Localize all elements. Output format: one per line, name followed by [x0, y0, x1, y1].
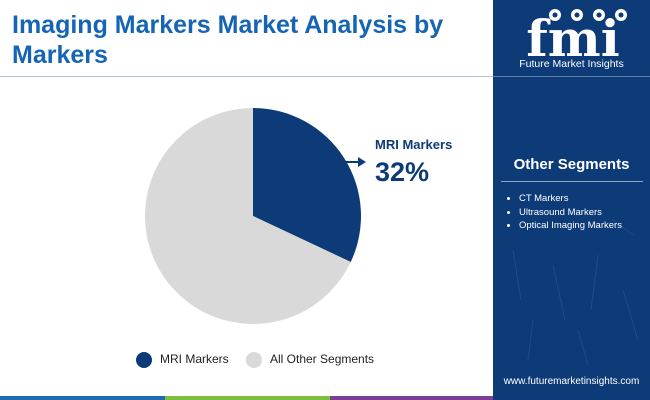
- pie-chart: [145, 108, 366, 324]
- legend-swatch-mri: [136, 352, 152, 368]
- callout-label: MRI Markers: [375, 137, 453, 152]
- list-item: CT Markers: [505, 192, 650, 206]
- website-url: www.futuremarketinsights.com: [503, 376, 640, 387]
- logo-icons: [549, 9, 627, 21]
- footer-bar-green: [165, 396, 330, 400]
- pie-slice-all-other-segments: [145, 108, 351, 324]
- legend-label-others: All Other Segments: [270, 352, 375, 366]
- page-title: Imaging Markers Market Analysis by Marke…: [12, 11, 444, 69]
- list-item: Optical Imaging Markers: [505, 219, 650, 233]
- list-item-label: Ultrasound Markers: [519, 206, 602, 218]
- brand-panel: fmi Future Market Insights Other Segment…: [493, 0, 650, 400]
- bullet-icon: [507, 197, 510, 200]
- other-segments-title: Other Segments: [513, 156, 630, 173]
- legend-label-mri: MRI Markers: [160, 352, 229, 366]
- fmi-logo: fmi: [526, 9, 627, 68]
- footer-bar-purple: [330, 396, 493, 400]
- callout-value: 32%: [375, 157, 430, 187]
- bullet-icon: [507, 210, 510, 214]
- other-segments-divider: [501, 181, 643, 182]
- panel-texture: [512, 219, 639, 366]
- pie-slice-mri-markers: [253, 108, 361, 262]
- list-item: Ultrasound Markers: [505, 206, 650, 220]
- other-segments-list: CT Markers Ultrasound Markers Optical Im…: [505, 192, 650, 233]
- chart-legend: MRI Markers All Other Segments: [0, 350, 493, 370]
- list-item-label: CT Markers: [519, 193, 569, 204]
- brand-name: Future Market Insights: [519, 58, 624, 70]
- callout-arrow: [341, 157, 366, 167]
- title-divider: [0, 76, 493, 77]
- bullet-icon: [507, 224, 510, 227]
- legend-swatch-others: [246, 352, 262, 368]
- list-item-label: Optical Imaging Markers: [519, 220, 622, 231]
- footer-bar-blue: [0, 396, 165, 400]
- panel-divider: [493, 76, 650, 77]
